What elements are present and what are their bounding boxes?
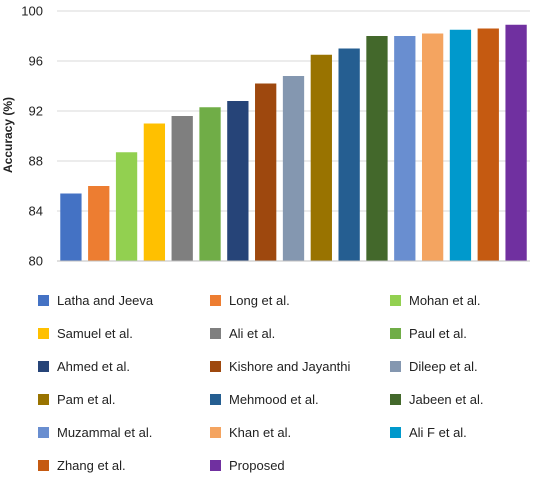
bar-mehmood-et-al- <box>338 48 360 261</box>
y-tick-label: 84 <box>29 204 43 219</box>
y-axis-ticks: 80 84 88 92 96 100 <box>21 4 43 269</box>
legend-swatch <box>210 360 221 372</box>
bars <box>60 24 527 261</box>
bar-paul-et-al- <box>199 107 221 261</box>
legend-swatch <box>210 459 221 471</box>
y-tick-label: 96 <box>29 54 43 69</box>
bar-proposed <box>505 24 527 261</box>
legend-item: Mohan et al. <box>390 289 538 311</box>
legend-label: Pam et al. <box>57 391 116 407</box>
bar-jabeen-et-al- <box>366 36 388 261</box>
legend-item: Latha and Jeeva <box>38 289 210 311</box>
legend-label: Latha and Jeeva <box>57 292 154 308</box>
legend-swatch <box>390 360 401 372</box>
legend-label: Khan et al. <box>229 424 292 440</box>
legend-item: Ali F et al. <box>390 421 538 443</box>
bar-mohan-et-al- <box>115 152 138 261</box>
legend-item: Samuel et al. <box>38 322 210 344</box>
bar-ali-f-et-al- <box>449 29 472 261</box>
legend-label: Dileep et al. <box>409 358 478 374</box>
legend-item: Pam et al. <box>38 388 210 410</box>
legend: Latha and Jeeva Long et al. Mohan et al. Sa… <box>38 289 538 476</box>
legend-swatch <box>38 360 49 372</box>
bar-latha-and-jeeva <box>60 193 82 261</box>
legend-swatch <box>390 294 401 306</box>
legend-item: Zhang et al. <box>38 454 210 476</box>
legend-swatch <box>38 327 49 339</box>
legend-item: Long et al. <box>210 289 390 311</box>
legend-label: Samuel et al. <box>57 325 133 341</box>
legend-item: Paul et al. <box>390 322 538 344</box>
legend-label: Proposed <box>229 457 285 473</box>
legend-swatch <box>210 426 221 438</box>
y-tick-label: 92 <box>29 104 43 119</box>
y-tick-label: 100 <box>21 4 43 19</box>
legend-swatch <box>38 426 49 438</box>
legend-swatch <box>390 426 401 438</box>
legend-label: Mehmood et al. <box>229 391 319 407</box>
bar-pam-et-al- <box>310 54 332 261</box>
legend-item: Dileep et al. <box>390 355 538 377</box>
y-axis-label: Accuracy (%) <box>1 97 15 173</box>
bar-ali-et-al- <box>171 116 193 261</box>
legend-swatch <box>38 393 49 405</box>
bar-khan-et-al- <box>421 33 444 261</box>
legend-label: Paul et al. <box>409 325 467 341</box>
bar-muzammal-et-al- <box>394 36 416 261</box>
legend-label: Kishore and Jayanthi <box>229 358 351 374</box>
legend-swatch <box>390 327 401 339</box>
legend-label: Zhang et al. <box>57 457 126 473</box>
legend-item: Proposed <box>210 454 390 476</box>
bar-zhang-et-al- <box>477 28 499 261</box>
bar-ahmed-et-al- <box>227 101 249 261</box>
legend-item: Ahmed et al. <box>38 355 210 377</box>
bar-chart: 80 84 88 92 96 100 Accuracy (%) <box>1 4 530 269</box>
legend-label: Jabeen et al. <box>409 391 484 407</box>
legend-label: Ali et al. <box>229 325 276 341</box>
legend-item: Kishore and Jayanthi <box>210 355 390 377</box>
legend-item: Mehmood et al. <box>210 388 390 410</box>
legend-swatch <box>210 393 221 405</box>
legend-swatch <box>210 294 221 306</box>
legend-item: Khan et al. <box>210 421 390 443</box>
legend-swatch <box>390 393 401 405</box>
y-tick-label: 80 <box>29 254 43 269</box>
bar-dileep-et-al- <box>282 76 305 261</box>
legend-item: Jabeen et al. <box>390 388 538 410</box>
legend-swatch <box>210 327 221 339</box>
bar-kishore-and-jayanthi <box>255 83 277 261</box>
legend-label: Long et al. <box>229 292 290 308</box>
legend-label: Muzammal et al. <box>57 424 153 440</box>
legend-swatch <box>38 459 49 471</box>
legend-label: Ahmed et al. <box>57 358 130 374</box>
legend-item: Muzammal et al. <box>38 421 210 443</box>
legend-item: Ali et al. <box>210 322 390 344</box>
legend-label: Ali F et al. <box>409 424 467 440</box>
legend-swatch <box>38 294 49 306</box>
bar-long-et-al- <box>88 186 110 261</box>
y-tick-label: 88 <box>29 154 43 169</box>
bar-samuel-et-al- <box>143 123 166 261</box>
legend-label: Mohan et al. <box>409 292 481 308</box>
